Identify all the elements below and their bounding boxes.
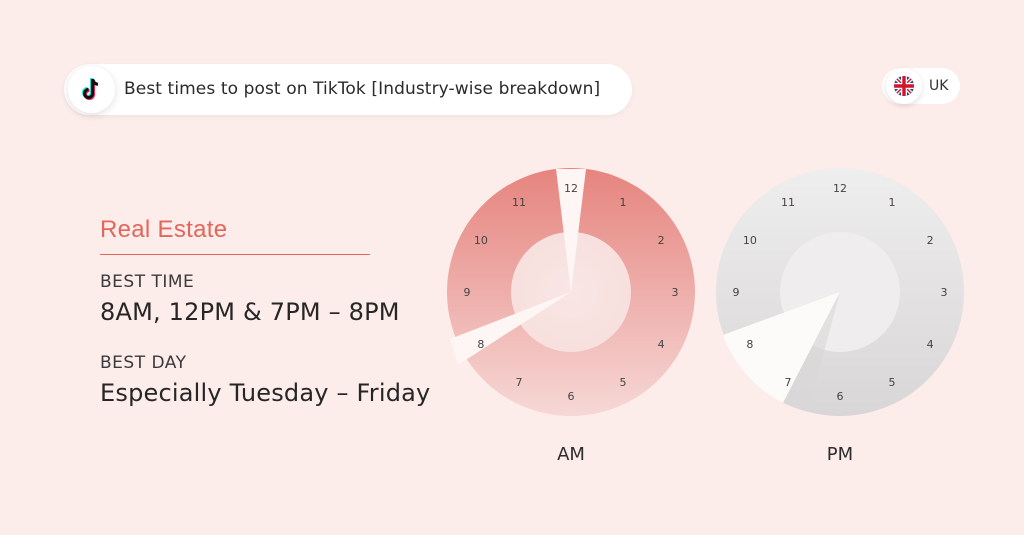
am-clock-number-4: 4	[658, 338, 665, 351]
pm-clock-number-4: 4	[927, 338, 934, 351]
uk-flag-icon	[886, 68, 922, 104]
am-clock-number-9: 9	[464, 286, 471, 299]
pm-highlight-7-8	[723, 292, 840, 403]
pm-clock-number-9: 9	[733, 286, 740, 299]
pm-clock-number-7: 7	[785, 376, 792, 389]
am-clock-number-2: 2	[658, 234, 665, 247]
am-clock-number-12: 12	[564, 182, 578, 195]
am-clock-number-6: 6	[568, 390, 575, 403]
pm-clock-number-11: 11	[781, 196, 795, 209]
am-clock-number-7: 7	[516, 376, 523, 389]
best-day-label: BEST DAY	[100, 353, 187, 373]
title-divider	[100, 254, 370, 255]
am-clock-number-10: 10	[474, 234, 488, 247]
am-clock-number-5: 5	[620, 376, 627, 389]
am-highlight-12	[556, 169, 586, 292]
pm-clock-number-12: 12	[833, 182, 847, 195]
pm-clock-number-6: 6	[837, 390, 844, 403]
pm-clock-number-5: 5	[889, 376, 896, 389]
am-clock-number-3: 3	[672, 286, 679, 299]
am-clock-number-11: 11	[512, 196, 526, 209]
best-day-value: Especially Tuesday – Friday	[100, 379, 431, 407]
am-label: AM	[557, 444, 585, 465]
pm-clock-number-10: 10	[743, 234, 757, 247]
am-clock-number-1: 1	[620, 196, 627, 209]
region-label: UK	[929, 78, 949, 94]
pm-clock-number-1: 1	[889, 196, 896, 209]
industry-title: Real Estate	[100, 216, 228, 243]
region-selector[interactable]: UK	[882, 68, 960, 104]
tiktok-logo-icon	[68, 66, 115, 113]
am-highlight-8	[450, 292, 571, 365]
pm-clock-number-8: 8	[746, 338, 753, 351]
best-time-label: BEST TIME	[100, 272, 195, 292]
best-time-value: 8AM, 12PM & 7PM – 8PM	[100, 298, 400, 326]
pm-label: PM	[826, 444, 854, 465]
page-title: Best times to post on TikTok [Industry-w…	[124, 79, 601, 99]
header-bar: Best times to post on TikTok [Industry-w…	[64, 64, 632, 115]
pm-clock-number-2: 2	[927, 234, 934, 247]
am-clock-number-8: 8	[477, 338, 484, 351]
pm-clock-number-3: 3	[941, 286, 948, 299]
